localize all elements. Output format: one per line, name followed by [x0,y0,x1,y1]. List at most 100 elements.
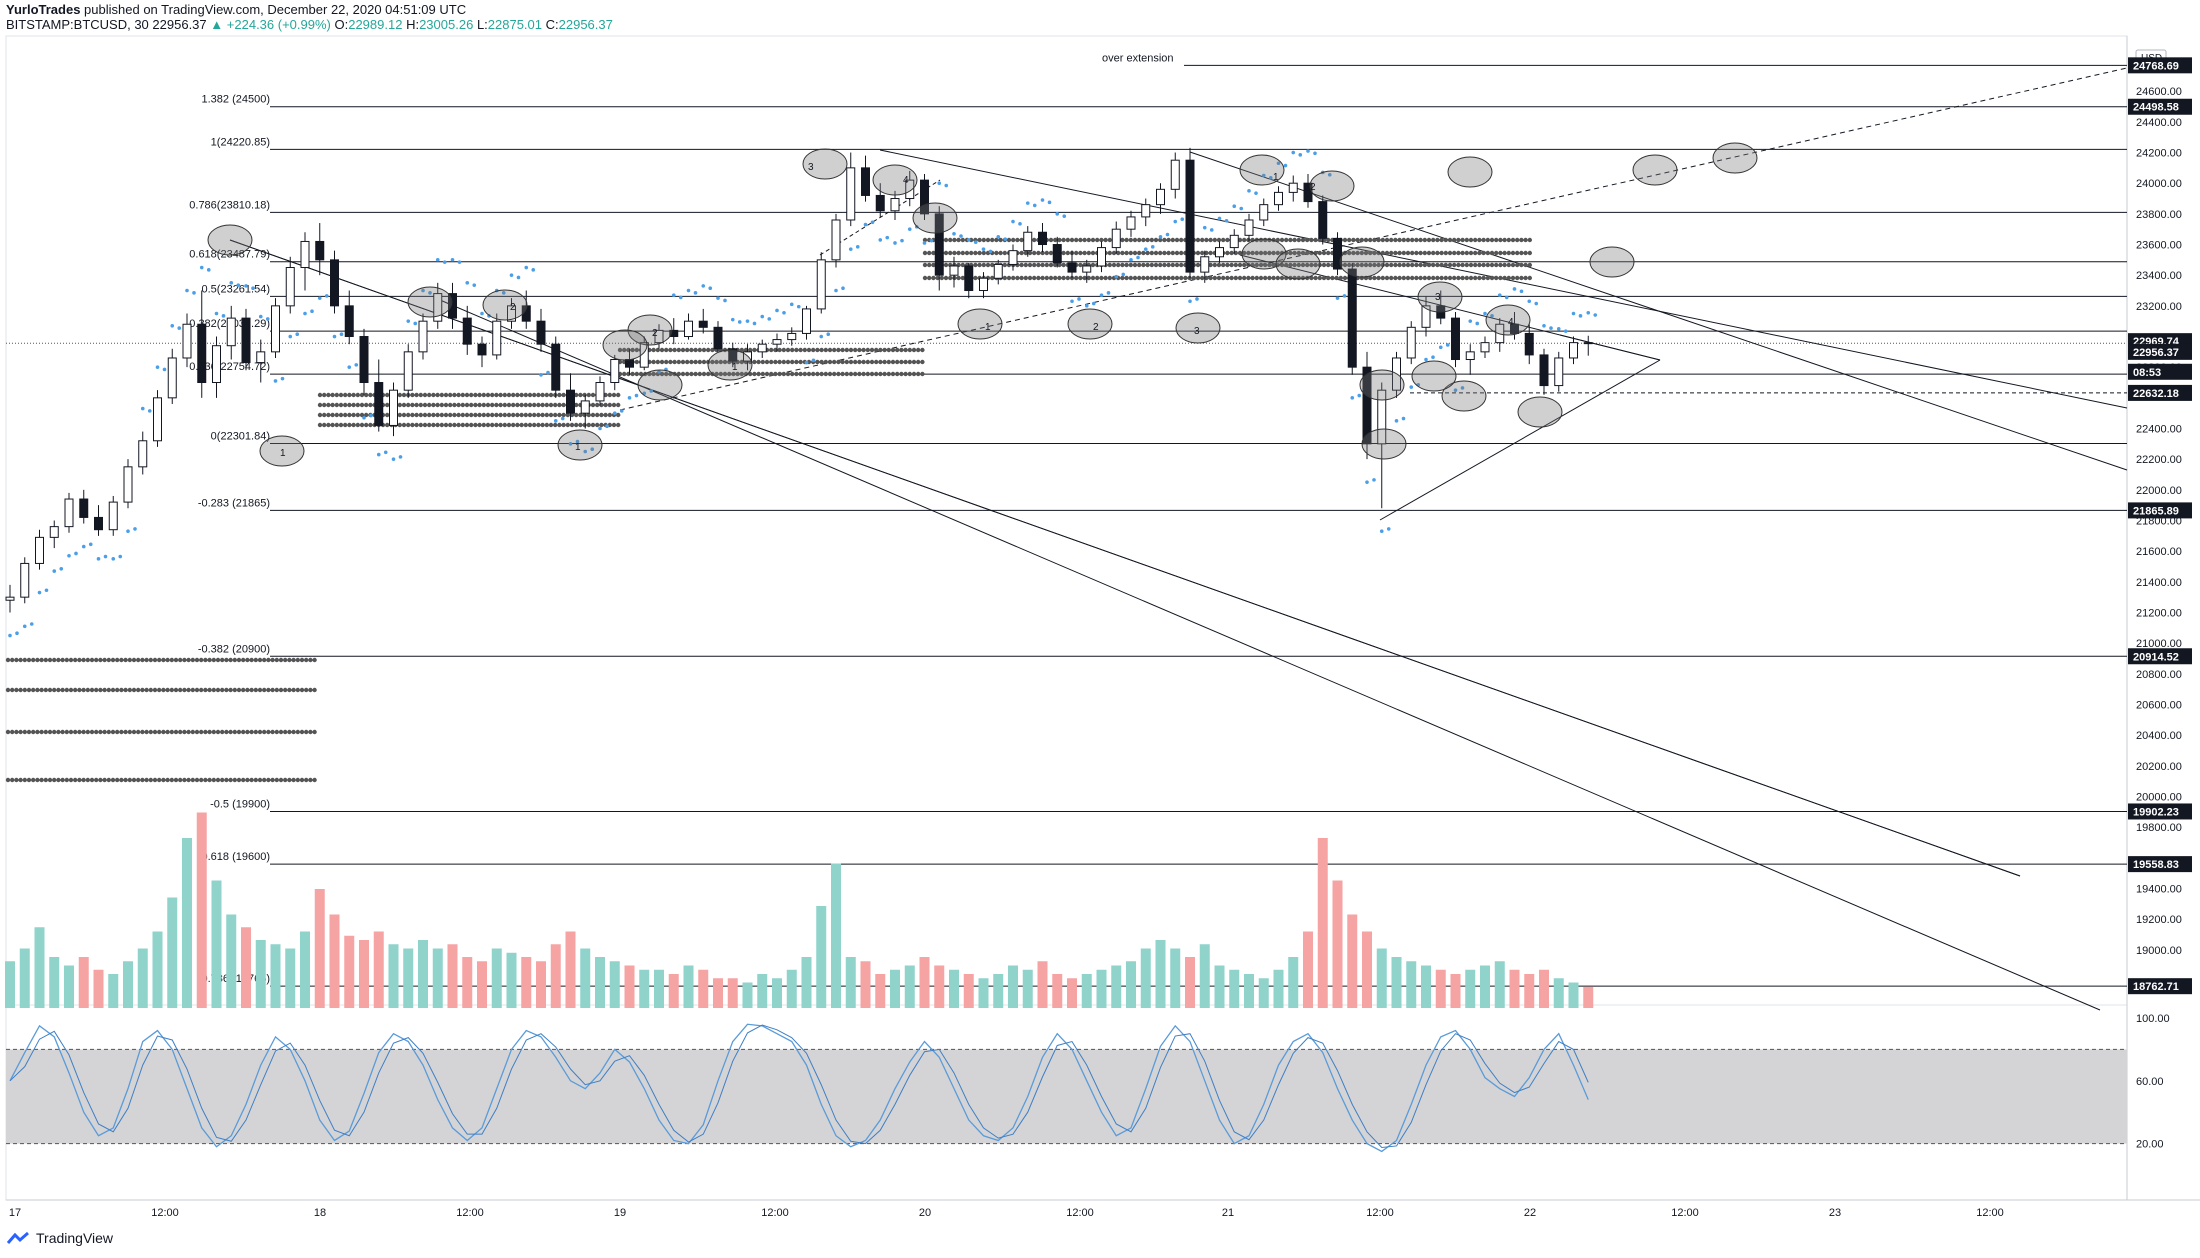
dot [865,371,870,377]
dot [334,402,339,408]
psar-dot [1091,301,1096,306]
dot [262,657,267,663]
psar-dot [524,265,529,270]
time-tick-label: 21 [1222,1207,1234,1219]
dot [586,422,591,428]
dot [1506,250,1512,256]
dot [916,347,921,353]
dot [312,657,317,663]
dot [977,237,982,243]
dot [1527,237,1533,243]
dot [270,687,275,693]
dot [1401,262,1407,268]
candle-body [698,320,708,328]
psar-dot [1055,212,1060,216]
dot [977,262,982,268]
dot [1179,250,1184,256]
dot [186,729,191,735]
dot [203,687,208,693]
dot [39,729,44,735]
dot [777,347,782,353]
price-tick-label: 21400.00 [2136,577,2182,589]
dot [586,412,591,418]
dot [1221,275,1226,281]
volume-bar [1332,880,1343,1008]
volume-bar [1185,957,1195,1008]
dot [1137,237,1142,243]
dot [364,422,369,428]
psar-dot [796,304,801,309]
dot [1447,250,1453,256]
price-tag: 20914.52 [2133,651,2179,663]
dot [1032,237,1037,243]
dot [899,371,904,377]
volume-bar [1435,969,1446,1008]
dot [1510,237,1516,243]
dot [1389,237,1394,243]
dot [1393,262,1398,268]
volume-bar [890,969,900,1008]
dot [1347,262,1352,268]
psar-dot [428,291,432,295]
dot [748,347,753,353]
volume-bar [536,961,546,1008]
dot [73,687,78,693]
dot [515,402,520,408]
dot [385,392,390,398]
dot [52,729,57,735]
psar-dot [221,314,226,318]
dot [39,687,44,693]
candle-body [1333,237,1342,270]
wave-label: 1 [732,362,738,373]
dot [270,729,275,735]
wave-ellipse [602,329,648,361]
dot [427,392,432,398]
dot [203,657,208,663]
dot [241,729,246,735]
dot [1384,237,1390,243]
dot [1510,250,1516,256]
dot [355,412,360,418]
dot [355,392,360,398]
dot [565,412,570,418]
dot [899,359,904,365]
volume-bar [314,889,325,1008]
dot [1137,262,1142,268]
dot [119,687,124,693]
dot [1221,237,1226,243]
dot [287,777,292,783]
psar-dot [391,457,396,461]
dot [270,657,275,663]
dot [215,729,221,735]
dot [249,687,254,693]
symbol-label[interactable]: BITSTAMP:BTCUSD, 30 [6,17,149,32]
dot [469,422,474,428]
psar-dot [280,376,285,381]
volume-bar [300,931,310,1008]
volume-bar [683,965,694,1008]
dot [1153,275,1159,281]
dot [1267,262,1272,268]
dot [194,657,200,663]
author-name[interactable]: YurloTrades [6,2,81,17]
dot [1074,275,1079,281]
dot [241,657,246,663]
dot [322,412,327,418]
tradingview-brand[interactable]: TradingView [6,1230,113,1246]
dot [1107,262,1113,268]
psar-dot [730,317,735,322]
psar-dot [1563,329,1568,333]
dot [956,237,961,243]
psar-dot [1556,327,1561,331]
dot [693,371,698,377]
dot [94,687,99,693]
dot [211,657,216,663]
high-value: 23005.26 [419,17,474,32]
dot [836,371,841,377]
volume-bar [1362,931,1372,1008]
volume-bar [182,838,192,1008]
dot [110,657,116,663]
wave-ellipse [407,286,453,318]
dot [435,412,440,418]
